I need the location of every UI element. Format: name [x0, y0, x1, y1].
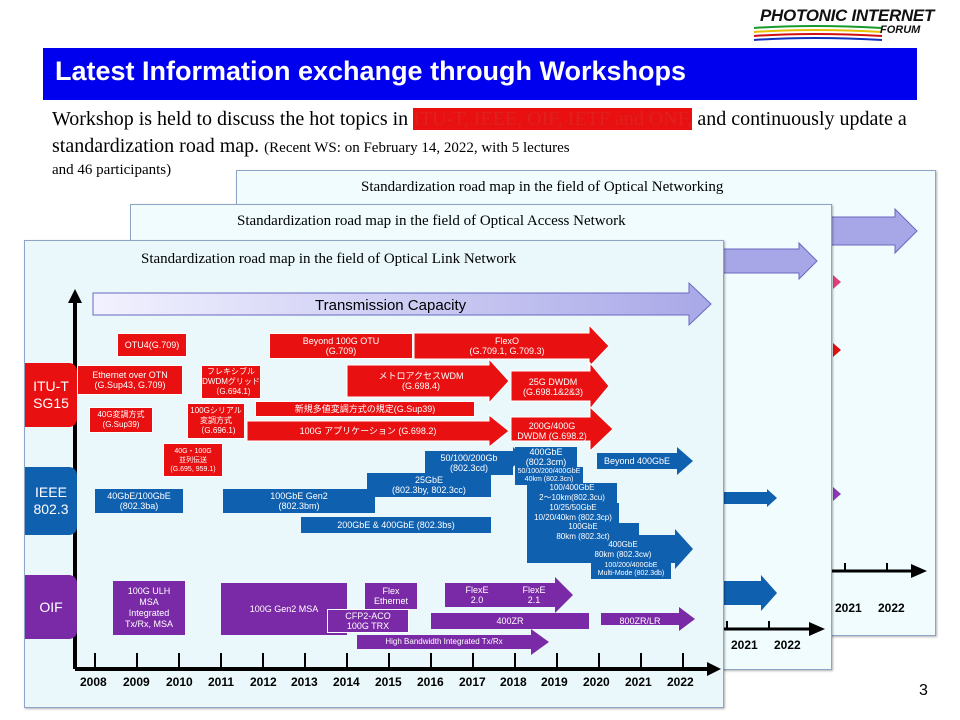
ieee-400gbe-802-3cm: 400GbE (802.3cm)	[515, 447, 577, 467]
access-blue-arrow-1	[721, 489, 777, 507]
photonic-internet-forum-logo: PHOTONIC INTERNET FORUM	[752, 6, 947, 46]
networking-year-2021: 2021	[835, 601, 862, 615]
card-title-access: Standardization road map in the field of…	[237, 213, 626, 229]
category-oif: OIF	[25, 575, 77, 639]
itu-metro-access-wdm: メトロアクセスWDM (G.698.4)	[378, 371, 464, 391]
card-title-link: Standardization road map in the field of…	[141, 251, 517, 267]
transmission-capacity-label: Transmission Capacity	[315, 297, 467, 314]
oif-100g-gen2-msa: 100G Gen2 MSA	[221, 583, 347, 635]
category-itu-t: ITU-T SG15	[25, 363, 77, 427]
intro-paragraph: Workshop is held to discuss the hot topi…	[52, 106, 932, 178]
intro-note-1: (Recent WS: on February 14, 2022, with 5…	[264, 140, 570, 156]
logo-text-top: PHOTONIC INTERNET	[760, 6, 935, 25]
networking-capacity-arrow	[826, 207, 918, 255]
oif-800zr-lr: 800ZR/LR	[619, 616, 661, 626]
ieee-beyond-400gbe: Beyond 400GbE	[599, 454, 675, 468]
oif-cfp2-aco: CFP2-ACO 100G TRX	[327, 609, 409, 633]
itu-ethernet-over-otn: Ethernet over OTN (G.Sup43, G.709)	[77, 365, 183, 395]
oif-flexe-2-0: FlexE 2.0	[445, 583, 509, 607]
itu-flexible-dwdm-grid: フレキシブル DWDMグリッド （G.694.1)	[201, 365, 261, 399]
intro-orgs: ITU-T, IEEE, OIF, IETF and ONF,	[413, 108, 693, 130]
year-2012: 2012	[250, 675, 277, 689]
card-title-networking: Standardization road map in the field of…	[361, 179, 724, 195]
page-number: 3	[919, 682, 928, 699]
ieee-25gbe: 25GbE (802.3by, 802.3cc)	[367, 473, 491, 497]
year-2009: 2009	[123, 675, 150, 689]
itu-40g-modulation: 40G変調方式 (G.Sup39)	[89, 407, 153, 433]
itu-arrow-shapes	[246, 323, 614, 453]
category-ieee: IEEE 802.3	[25, 467, 77, 535]
itu-100g-serial-modulation: 100Gシリアル 変調方式 （G.696.1)	[187, 403, 245, 439]
itu-40g-100g-parallel: 40G・100G 並列伝送 (G.695, 959.1)	[163, 443, 223, 477]
slide-title: Latest Information exchange through Work…	[43, 48, 917, 100]
oif-400zr: 400ZR	[431, 613, 589, 629]
itu-otu4: OTU4(G.709)	[117, 333, 187, 357]
networking-red-marker	[833, 343, 841, 357]
logo-stripes	[753, 25, 883, 41]
ieee-100-400gbe-cu: 100/400GbE 2～10km(802.3cu)	[527, 483, 617, 503]
oif-flexe-2-1: FlexE 2.1	[513, 583, 555, 607]
access-blue-arrow-2	[721, 575, 777, 611]
access-year-2021: 2021	[731, 638, 758, 652]
year-2013: 2013	[291, 675, 318, 689]
year-2017: 2017	[459, 675, 486, 689]
ieee-100gbe-ct: 100GbE 80km (802.3ct)	[527, 522, 639, 541]
year-2016: 2016	[417, 675, 444, 689]
itu-flexo: FlexO (G.709.1, G.709.3)	[469, 336, 545, 356]
logo-text-bottom: FORUM	[880, 24, 921, 36]
year-2021: 2021	[625, 675, 652, 689]
intro-text-1: Workshop is held to discuss the hot topi…	[52, 108, 414, 130]
card-optical-link: Standardization road map in the field of…	[24, 240, 724, 708]
ieee-802-3cn: 50/100/200/400GbE 40km (802.3cn)	[515, 467, 583, 485]
year-2011: 2011	[208, 675, 235, 689]
ieee-100gbe-gen2: 100GbE Gen2 (802.3bm)	[223, 489, 375, 513]
year-2010: 2010	[166, 675, 193, 689]
oif-high-bandwidth-integrated: High Bandwidth Integrated Tx/Rx	[385, 637, 503, 646]
year-2019: 2019	[541, 675, 568, 689]
ieee-10-25-50gbe-cp: 10/25/50GbE 10/20/40km (802.3cp)	[527, 503, 619, 523]
access-year-2022: 2022	[774, 638, 801, 652]
networking-purple-marker	[833, 487, 841, 501]
oif-100g-ulh-msa: 100G ULH MSA Integrated Tx/Rx, MSA	[113, 581, 185, 635]
itu-100g-application: 100G アプリケーション (G.698.2)	[299, 426, 437, 436]
intro-text-2: and continuously update a standardizatio…	[52, 108, 907, 157]
ieee-100-200-400gbe-db: 100/200/400GbE Multi-Mode (802.3db)	[591, 561, 671, 579]
ieee-40gbe-100gbe: 40GbE/100GbE (802.3ba)	[95, 489, 183, 513]
access-capacity-arrow	[720, 241, 818, 281]
networking-year-2022: 2022	[878, 601, 905, 615]
ieee-50-100-200gb: 50/100/200Gb (802.3cd)	[425, 451, 513, 475]
itu-200g-400g-dwdm: 200G/400G DWDM (G.698.2)	[517, 421, 587, 441]
itu-beyond-100g-otu: Beyond 100G OTU (G.709)	[269, 333, 413, 359]
itu-25g-dwdm: 25G DWDM (G.698.1&2&3)	[522, 377, 584, 397]
ieee-400gbe-cw: 400GbE 80km (802.3cw)	[594, 540, 652, 559]
networking-pink-marker-1	[833, 275, 841, 289]
year-2020: 2020	[583, 675, 610, 689]
oif-flex-ethernet: Flex Ethernet	[365, 583, 417, 609]
itu-multilevel-modulation: 新規多値変調方式の規定(G.Sup39)	[255, 401, 475, 417]
year-2018: 2018	[500, 675, 527, 689]
year-2008: 2008	[80, 675, 107, 689]
ieee-200gbe-400gbe: 200GbE & 400GbE (802.3bs)	[301, 517, 491, 533]
transmission-capacity-arrow	[92, 281, 712, 327]
year-2022: 2022	[667, 675, 694, 689]
year-2014: 2014	[333, 675, 360, 689]
year-2015: 2015	[375, 675, 402, 689]
intro-note-2: and 46 participants)	[52, 162, 172, 178]
